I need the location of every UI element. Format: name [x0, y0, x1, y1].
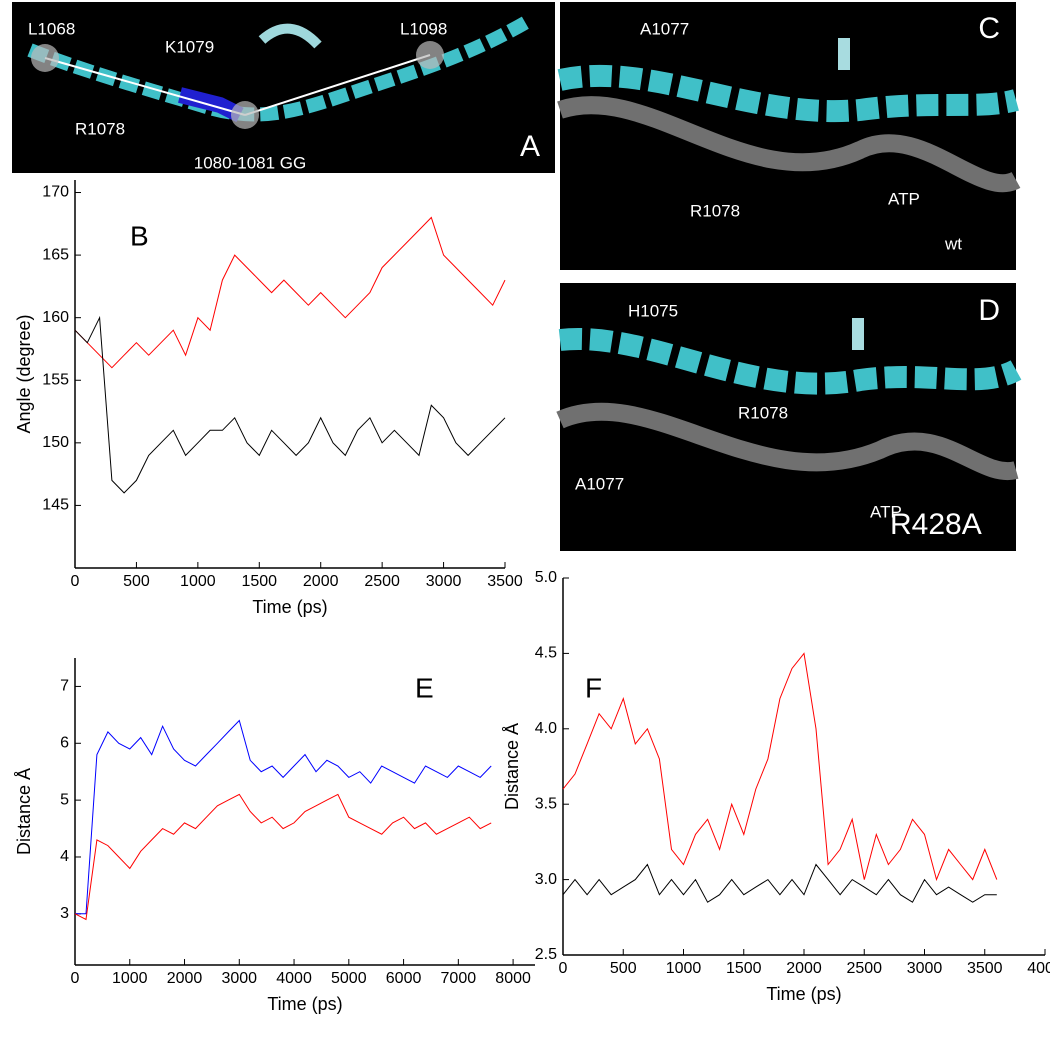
x-tick-label: 2500	[364, 573, 400, 590]
x-axis-label: Time (ps)	[267, 994, 342, 1014]
image-label: R1078	[75, 119, 125, 138]
image-label: wt	[944, 234, 962, 253]
x-axis-label: Time (ps)	[766, 984, 841, 1004]
data-line	[75, 719, 492, 915]
x-tick-label: 4000	[1027, 960, 1050, 977]
atom-sphere	[31, 44, 59, 72]
x-tick-label: 6000	[386, 970, 422, 987]
x-tick-label: 8000	[495, 970, 531, 987]
image-label: R1078	[690, 201, 740, 220]
image-label: ATP	[870, 502, 902, 521]
y-tick-label: 3.0	[535, 871, 557, 888]
x-tick-label: 3000	[426, 573, 462, 590]
helix	[27, 13, 534, 122]
y-tick-label: 5.0	[535, 569, 557, 586]
panel-label: E	[415, 672, 434, 703]
data-line	[562, 652, 998, 882]
image-label: 1080-1081 GG	[194, 153, 306, 172]
y-tick-label: 3.5	[535, 795, 557, 812]
y-tick-label: 7	[60, 678, 69, 695]
arrow	[852, 318, 864, 350]
x-tick-label: 0	[71, 573, 80, 590]
x-tick-label: 3500	[967, 960, 1003, 977]
image-label: L1098	[400, 19, 447, 38]
y-axis-label: Distance Å	[502, 723, 522, 810]
x-tick-label: 3500	[487, 573, 523, 590]
panel-label: B	[130, 220, 149, 251]
x-tick-label: 3000	[221, 970, 257, 987]
ribbon	[557, 96, 1021, 193]
x-tick-label: 2500	[846, 960, 882, 977]
rotation-arrow	[258, 23, 322, 49]
y-tick-label: 150	[42, 434, 69, 451]
image-label: A1077	[640, 19, 689, 38]
panel-letter: A	[520, 130, 540, 163]
x-tick-label: 2000	[303, 573, 339, 590]
image-label: R1078	[738, 403, 788, 422]
x-tick-label: 7000	[441, 970, 477, 987]
x-tick-label: 1000	[666, 960, 702, 977]
x-tick-label: 2000	[786, 960, 822, 977]
x-tick-label: 1500	[241, 573, 277, 590]
y-tick-label: 4.5	[535, 645, 557, 662]
x-tick-label: 500	[123, 573, 150, 590]
y-tick-label: 2.5	[535, 946, 557, 963]
x-tick-label: 2000	[167, 970, 203, 987]
data-line	[74, 315, 506, 494]
y-axis-label: Angle (degree)	[14, 314, 34, 433]
atom-sphere	[416, 41, 444, 69]
helix	[557, 64, 1019, 123]
data-line	[74, 793, 492, 921]
arrow	[838, 38, 850, 70]
y-tick-label: 160	[42, 309, 69, 326]
image-label: R428A	[890, 508, 982, 541]
y-tick-label: 5	[60, 791, 69, 808]
vector	[244, 54, 431, 116]
panel-c-image	[560, 2, 1016, 270]
y-tick-label: 4	[60, 848, 69, 865]
y-tick-label: 165	[42, 246, 69, 263]
atom-sphere	[231, 101, 259, 129]
y-tick-label: 4.0	[535, 720, 557, 737]
data-line	[562, 863, 997, 903]
image-label: A1077	[575, 474, 624, 493]
y-tick-label: 155	[42, 371, 69, 388]
y-tick-label: 145	[42, 497, 69, 514]
vector	[44, 57, 246, 116]
x-tick-label: 1000	[112, 970, 148, 987]
panel-letter: D	[978, 294, 1000, 327]
x-tick-label: 1000	[180, 573, 216, 590]
image-label: K1079	[165, 37, 214, 56]
image-label: ATP	[888, 189, 920, 208]
ribbon	[556, 402, 1019, 481]
data-line	[74, 216, 506, 369]
y-tick-label: 6	[60, 734, 69, 751]
x-tick-label: 5000	[331, 970, 367, 987]
image-label: H1075	[628, 301, 678, 320]
y-axis-label: Distance Å	[14, 768, 34, 855]
x-axis-label: Time (ps)	[252, 597, 327, 617]
x-tick-label: 3000	[907, 960, 943, 977]
panel-letter: C	[978, 12, 1000, 45]
y-tick-label: 3	[60, 905, 69, 922]
x-tick-label: 4000	[276, 970, 312, 987]
y-tick-label: 170	[42, 184, 69, 201]
panel-label: F	[585, 672, 602, 703]
x-tick-label: 0	[71, 970, 80, 987]
helix	[558, 328, 1022, 395]
image-label: L1068	[28, 19, 75, 38]
x-tick-label: 1500	[726, 960, 762, 977]
x-tick-label: 500	[610, 960, 637, 977]
x-tick-label: 0	[559, 960, 568, 977]
